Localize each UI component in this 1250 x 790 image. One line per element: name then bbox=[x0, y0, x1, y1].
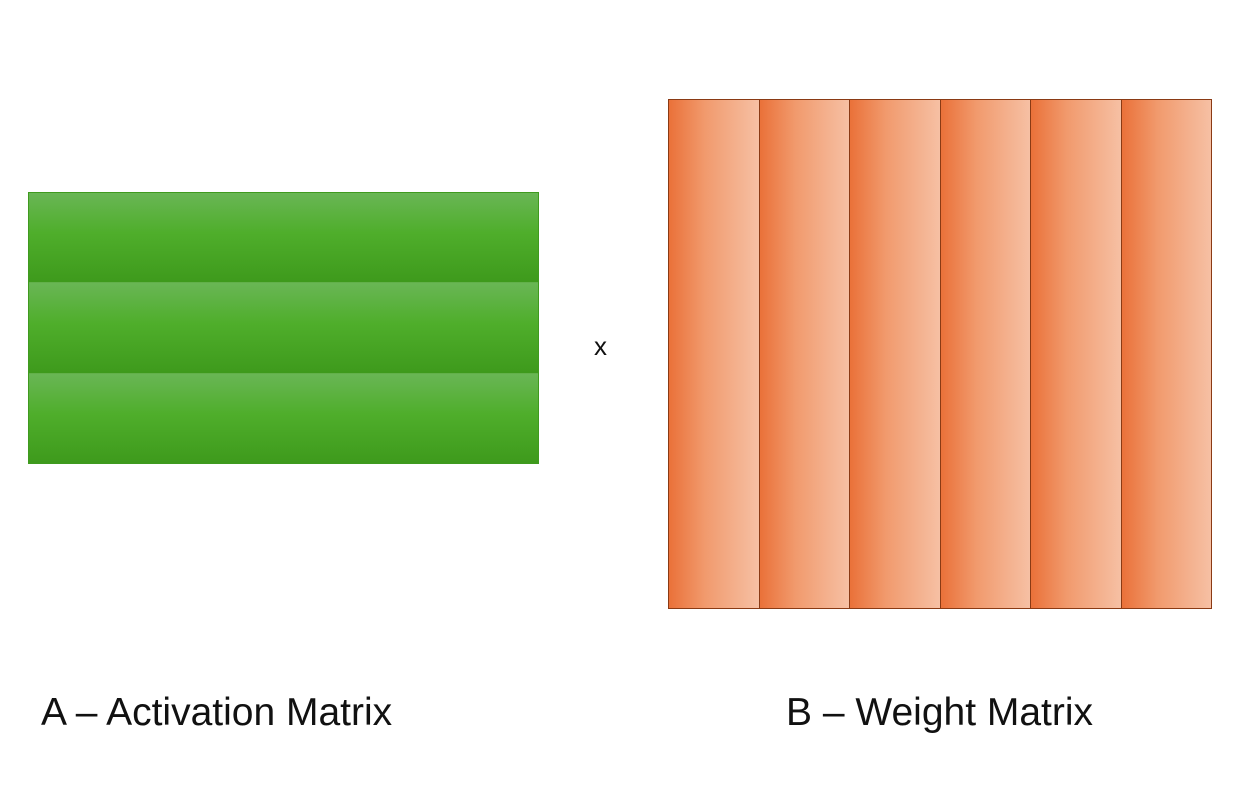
activation-matrix bbox=[28, 192, 539, 464]
weight-matrix-column bbox=[669, 100, 760, 608]
multiplication-operator: x bbox=[594, 331, 607, 361]
activation-matrix-label: A – Activation Matrix bbox=[41, 691, 393, 734]
weight-matrix-column bbox=[1031, 100, 1122, 608]
activation-matrix-row bbox=[29, 283, 538, 374]
weight-matrix-column bbox=[940, 100, 1031, 608]
weight-matrix-column bbox=[1121, 100, 1211, 608]
activation-matrix-row bbox=[29, 373, 538, 463]
activation-matrix-row bbox=[29, 193, 538, 284]
weight-matrix bbox=[668, 99, 1212, 609]
weight-matrix-column bbox=[850, 100, 941, 608]
weight-matrix-label: B – Weight Matrix bbox=[786, 691, 1094, 734]
weight-matrix-column bbox=[759, 100, 850, 608]
